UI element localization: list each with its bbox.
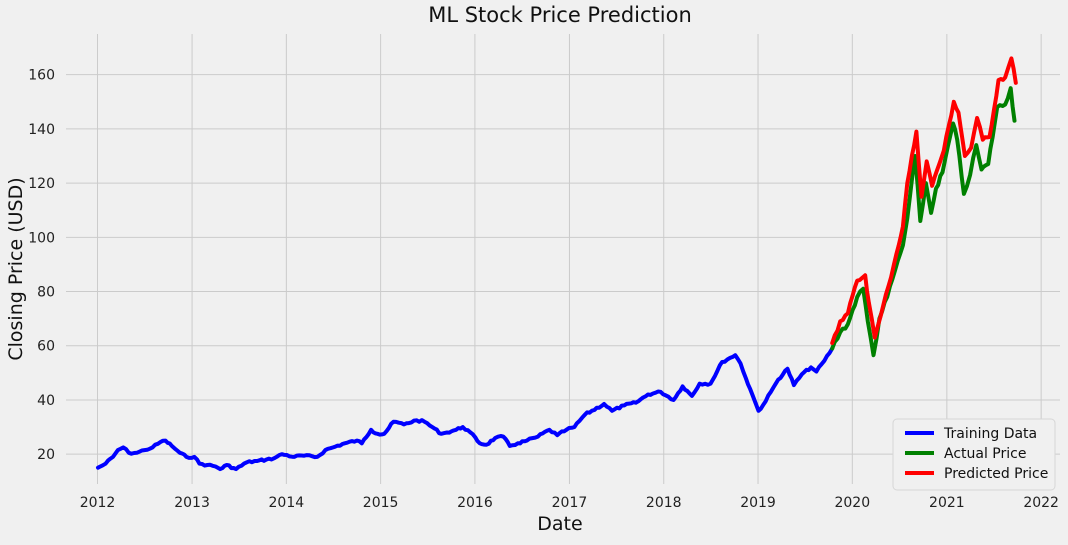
- y-tick-label: 80: [37, 285, 55, 301]
- x-tick-label: 2016: [457, 495, 493, 511]
- y-tick-label: 100: [28, 230, 55, 246]
- y-tick-label: 160: [28, 68, 55, 84]
- series-line-actual-price: [830, 86, 1017, 358]
- series-line-predicted-price: [830, 56, 1018, 345]
- x-tick-label: 2015: [363, 495, 399, 511]
- x-tick-label: 2019: [740, 495, 776, 511]
- chart-title: ML Stock Price Prediction: [428, 3, 692, 27]
- x-tick-label: 2020: [834, 495, 870, 511]
- y-tick-label: 20: [37, 447, 55, 463]
- y-tick-label: 40: [37, 393, 55, 409]
- y-tick-label: 140: [28, 122, 55, 138]
- grid: [66, 34, 1060, 484]
- x-tick-label: 2014: [269, 495, 305, 511]
- legend: Training Data Actual Price Predicted Price: [892, 418, 1056, 491]
- y-tick-label: 60: [37, 339, 55, 355]
- x-tick-label: 2017: [552, 495, 588, 511]
- x-tick-label: 2012: [80, 495, 116, 511]
- y-axis-label: Closing Price (USD): [5, 177, 27, 360]
- legend-label: Actual Price: [944, 446, 1026, 462]
- x-axis-label: Date: [537, 513, 582, 535]
- y-tick-labels: 20 40 60 80 100 120 140 160: [28, 68, 55, 464]
- legend-entries: Training Data Actual Price Predicted Price: [905, 426, 1048, 482]
- series-line-training-data: [96, 346, 835, 472]
- legend-label: Training Data: [943, 426, 1037, 442]
- y-tick-label: 120: [28, 176, 55, 192]
- series-lines: [96, 56, 1018, 472]
- x-tick-label: 2013: [174, 495, 210, 511]
- x-tick-label: 2022: [1023, 495, 1059, 511]
- legend-label: Predicted Price: [944, 466, 1048, 482]
- x-tick-labels: 2012 2013 2014 2015 2016 2017 2018 2019 2020 2021…: [80, 495, 1059, 511]
- x-tick-label: 2021: [929, 495, 965, 511]
- x-tick-label: 2018: [646, 495, 682, 511]
